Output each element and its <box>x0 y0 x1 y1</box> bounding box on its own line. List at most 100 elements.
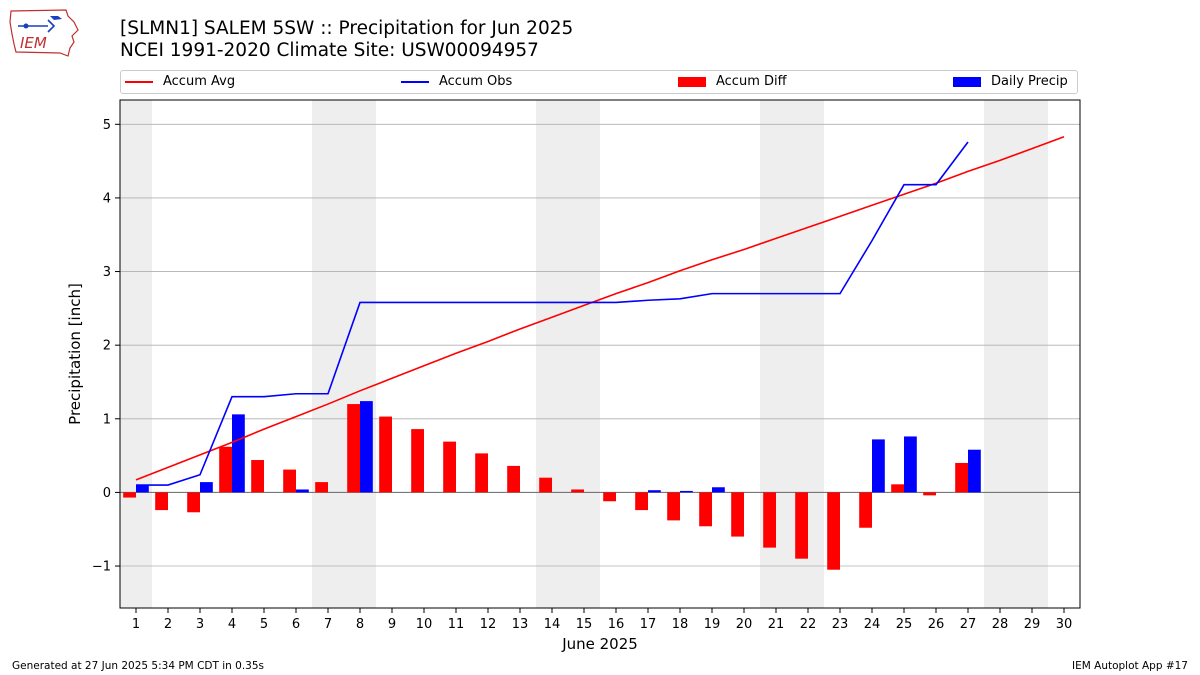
x-tick-label-19: 19 <box>704 617 721 632</box>
x-tick-label-18: 18 <box>672 617 689 632</box>
x-tick-label-10: 10 <box>416 617 433 632</box>
legend-label-accum-obs: Accum Obs <box>439 74 513 89</box>
wind-vane-icon <box>18 19 56 33</box>
accum-diff-bar-9 <box>379 416 392 493</box>
legend-item-accum-avg: Accum Avg <box>125 74 235 89</box>
accum-diff-bar-7 <box>315 482 328 493</box>
legend-item-accum-diff: Accum Diff <box>678 74 787 89</box>
accum-diff-bar-15 <box>571 489 584 493</box>
x-tick-label-4: 4 <box>228 617 236 632</box>
logo-text: IEM <box>20 34 47 52</box>
accum-diff-bar-16 <box>603 492 616 502</box>
accum-avg-line <box>135 136 1065 481</box>
daily-precip-bar-19 <box>712 487 725 493</box>
accum-diff-bar-10 <box>411 429 424 493</box>
x-tick-label-17: 17 <box>640 617 657 632</box>
accum-diff-bar-5 <box>251 460 264 493</box>
accum-diff-bar-25 <box>891 484 904 493</box>
y-tick-label-6: 5 <box>103 118 111 133</box>
accum-diff-bar-21 <box>763 492 776 548</box>
legend-patch-accum-diff <box>678 76 706 87</box>
accum-diff-bar-22 <box>795 492 808 559</box>
x-tick-label-24: 24 <box>864 617 881 632</box>
daily-precip-bar-25 <box>904 436 917 493</box>
accum-diff-bar-27 <box>955 462 968 493</box>
accum-diff-bar-17 <box>635 492 648 511</box>
weekend-band-2 <box>536 100 600 608</box>
x-tick-label-16: 16 <box>608 617 625 632</box>
accum-diff-bar-20 <box>731 492 744 537</box>
legend-label-accum-avg: Accum Avg <box>163 74 236 89</box>
legend-label-daily-precip: Daily Precip <box>991 74 1068 89</box>
legend-line-accum-avg <box>125 80 153 83</box>
x-tick-label-14: 14 <box>544 617 561 632</box>
x-tick-label-8: 8 <box>356 617 364 632</box>
footer-app: IEM Autoplot App #17 <box>1072 660 1188 672</box>
x-tick-label-23: 23 <box>832 617 849 632</box>
x-tick-label-6: 6 <box>292 617 300 632</box>
weekend-band-1 <box>312 100 376 608</box>
accum-diff-bar-24 <box>859 492 872 528</box>
daily-precip-bar-18 <box>680 490 693 493</box>
y-axis-label: Precipitation [inch] <box>66 283 84 425</box>
accum-diff-bar-4 <box>219 446 232 493</box>
x-tick-label-7: 7 <box>324 617 332 632</box>
iowa-state-outline-icon <box>9 9 79 57</box>
daily-precip-bar-3 <box>200 482 213 493</box>
x-tick-label-12: 12 <box>480 617 497 632</box>
daily-precip-bar-6 <box>296 489 309 493</box>
footer-generated: Generated at 27 Jun 2025 5:34 PM CDT in … <box>12 660 265 672</box>
x-tick-label-20: 20 <box>736 617 753 632</box>
x-tick-label-30: 30 <box>1056 617 1073 632</box>
x-axis-label: June 2025 <box>561 635 638 653</box>
x-tick-label-13: 13 <box>512 617 529 632</box>
weekend-band-4 <box>984 100 1048 608</box>
accum-diff-bar-3 <box>187 492 200 513</box>
accum-diff-bar-12 <box>475 453 488 493</box>
x-tick-label-15: 15 <box>576 617 593 632</box>
accum-diff-bar-18 <box>667 492 680 521</box>
plot-frame <box>119 99 1081 609</box>
x-tick-label-5: 5 <box>260 617 268 632</box>
y-tick-label-3: 2 <box>103 339 111 354</box>
x-tick-label-1: 1 <box>132 617 140 632</box>
accum-diff-bar-23 <box>827 492 840 570</box>
cloud-icon <box>50 16 62 20</box>
daily-precip-bar-8 <box>360 401 373 493</box>
x-tick-label-25: 25 <box>896 617 913 632</box>
x-tick-label-3: 3 <box>196 617 204 632</box>
accum-obs-line <box>136 141 969 486</box>
accum-diff-bar-6 <box>283 469 296 493</box>
weekend-band-0 <box>120 100 152 608</box>
legend: Accum Avg Accum Obs Accum Diff Daily Pre… <box>120 70 1078 94</box>
x-tick-label-11: 11 <box>448 617 465 632</box>
accum-diff-bar-1 <box>123 492 136 498</box>
x-tick-label-28: 28 <box>992 617 1009 632</box>
legend-label-accum-diff: Accum Diff <box>716 74 787 89</box>
daily-precip-bar-24 <box>872 439 885 493</box>
accum-diff-bar-11 <box>443 441 456 493</box>
accum-diff-bar-2 <box>155 492 168 511</box>
y-tick-label-0: −1 <box>92 560 111 575</box>
iem-logo: IEM <box>9 9 79 57</box>
accum-diff-bar-14 <box>539 477 552 493</box>
x-tick-label-22: 22 <box>800 617 817 632</box>
accum-diff-bar-8 <box>347 404 360 493</box>
legend-line-accum-obs <box>401 80 429 83</box>
daily-precip-bar-1 <box>136 485 149 493</box>
chart-title: [SLMN1] SALEM 5SW :: Precipitation for J… <box>120 18 574 39</box>
accum-diff-bar-13 <box>507 465 520 493</box>
x-tick-label-26: 26 <box>928 617 945 632</box>
legend-patch-daily-precip <box>953 76 981 87</box>
x-tick-label-2: 2 <box>164 617 172 632</box>
legend-item-accum-obs: Accum Obs <box>401 74 512 89</box>
x-tick-label-27: 27 <box>960 617 977 632</box>
x-tick-label-21: 21 <box>768 617 785 632</box>
daily-precip-bar-27 <box>968 449 981 493</box>
x-tick-label-29: 29 <box>1024 617 1041 632</box>
y-tick-label-4: 3 <box>103 265 111 280</box>
daily-precip-bar-17 <box>648 490 661 493</box>
y-tick-label-1: 0 <box>103 486 111 501</box>
legend-item-daily-precip: Daily Precip <box>953 74 1068 89</box>
